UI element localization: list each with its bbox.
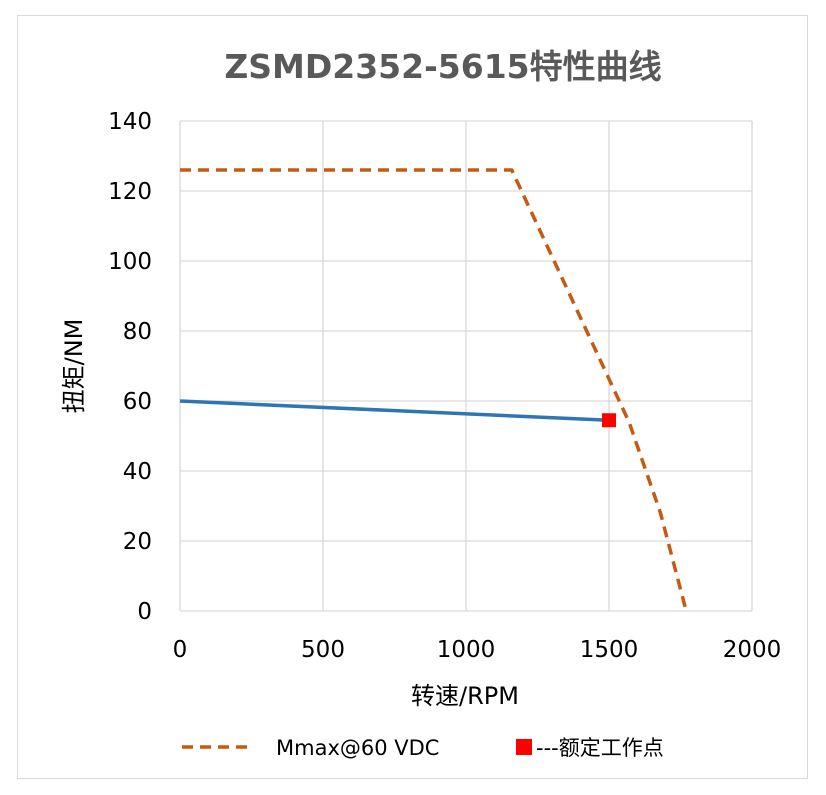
y-tick-label-1: 20: [123, 529, 152, 555]
x-tick-label-2: 1000: [437, 637, 496, 663]
x-tick-label-3: 1500: [580, 637, 639, 663]
x-tick-label-1: 500: [301, 637, 345, 663]
rated-point-marker: [602, 413, 616, 428]
y-tick-label-6: 120: [108, 179, 152, 205]
y-tick-label-0: 0: [137, 599, 152, 625]
x-tick-label-4: 2000: [723, 637, 782, 663]
y-tick-label-2: 40: [123, 459, 152, 485]
series-layer: [179, 168, 688, 612]
y-axis-label: 扭矩/NM: [60, 319, 88, 414]
y-tick-label-3: 60: [123, 389, 152, 415]
legend-label-mmax: Mmax@60 VDC: [276, 736, 439, 760]
legend: Mmax@60 VDC ---额定工作点: [182, 736, 664, 760]
chart-frame: [17, 15, 808, 779]
tick-labels: 0 20 40 60 80 100 120 140 0 500 1000 1500 2000: [108, 109, 781, 663]
series-line-mmax: [180, 168, 688, 612]
y-tick-label-4: 80: [123, 319, 152, 345]
legend-label-rated-point: ---额定工作点: [536, 736, 664, 760]
series-line-torque: [179, 399, 610, 422]
y-tick-label-5: 100: [108, 249, 152, 275]
x-axis-label: 转速/RPM: [411, 682, 519, 710]
y-tick-label-7: 140: [108, 109, 152, 135]
grid-lines: [179, 120, 753, 612]
chart-title: ZSMD2352-5615特性曲线: [224, 47, 661, 86]
x-tick-label-0: 0: [173, 637, 188, 663]
legend-swatch-rated-point: [516, 739, 532, 755]
